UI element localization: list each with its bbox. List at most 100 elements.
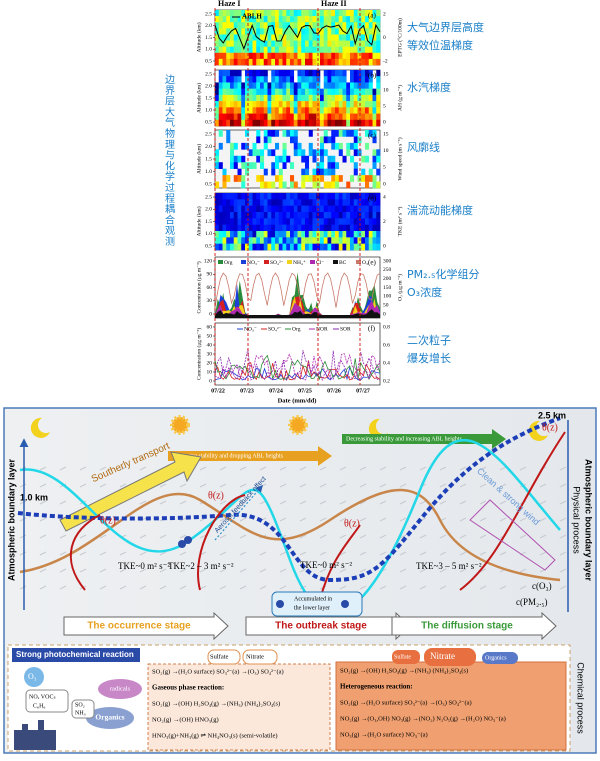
heat-cell — [308, 113, 313, 121]
heat-cell — [376, 224, 381, 232]
y2-tick-label: 0.6 — [383, 342, 390, 348]
heat-cell — [297, 237, 302, 244]
heat-cell — [312, 224, 317, 232]
heat-cell — [233, 34, 238, 41]
heat-cell — [320, 88, 325, 96]
heat-cell — [256, 205, 261, 213]
heat-cell — [338, 142, 343, 150]
heat-cell — [361, 82, 366, 89]
heat-cell — [278, 46, 283, 54]
heat-cell — [376, 168, 381, 176]
photo-box — [12, 648, 140, 662]
heat-cell — [346, 113, 351, 121]
heat-cell — [331, 22, 336, 29]
heat-cell — [301, 107, 306, 114]
heat-cell — [245, 130, 250, 137]
heat-cell — [312, 76, 317, 83]
side-title-char: 测 — [165, 235, 175, 248]
heat-cell — [290, 136, 295, 144]
wind-arrow — [419, 534, 427, 539]
y-label: Altitude (km) — [195, 22, 202, 52]
heat-cell — [327, 76, 332, 83]
heat-cell — [222, 10, 227, 17]
heat-cell — [233, 76, 238, 83]
heat-cell — [297, 149, 302, 157]
precursor: SO₂ — [75, 702, 85, 708]
heat-cell — [275, 199, 280, 206]
wind-arrow — [299, 551, 307, 556]
heat-cell — [290, 107, 295, 114]
heat-cell — [331, 155, 336, 163]
heat-cell — [230, 193, 235, 200]
heat-cell — [327, 231, 332, 238]
organics-label: Organics — [485, 655, 507, 661]
heat-cell — [305, 119, 310, 127]
wind-arrow — [99, 466, 107, 471]
heat-cell — [226, 175, 231, 182]
heat-cell — [245, 46, 250, 54]
heat-cell — [293, 218, 298, 225]
heat-cell — [301, 94, 306, 102]
heat-cell — [260, 94, 265, 102]
heat-cell — [252, 205, 257, 213]
heat-cell — [271, 212, 276, 219]
heat-cell — [353, 136, 358, 144]
wind-arrow — [439, 466, 447, 471]
heat-cell — [357, 94, 362, 102]
heat-cell — [368, 168, 373, 176]
heat-cell — [282, 181, 287, 189]
heat-cell — [230, 142, 235, 150]
heat-cell — [271, 101, 276, 108]
heat-cell — [248, 107, 253, 114]
heat-cell — [353, 88, 358, 96]
wind-arrow — [239, 585, 247, 590]
heat-cell — [297, 46, 302, 54]
heat-cell — [271, 10, 276, 17]
heat-cell — [267, 199, 272, 206]
wind-arrow — [399, 500, 407, 505]
heat-cell — [308, 22, 313, 29]
heat-cell — [260, 52, 265, 60]
heat-cell — [256, 237, 261, 244]
wind-arrow — [219, 534, 227, 539]
heat-cell — [215, 212, 220, 219]
heat-cell — [308, 88, 313, 96]
heat-cell — [290, 70, 295, 77]
heat-cell — [312, 101, 317, 108]
heat-cell — [263, 107, 268, 114]
heat-cell — [290, 224, 295, 232]
heat-cell — [297, 142, 302, 150]
wind-arrow — [39, 568, 47, 573]
heat-cell — [218, 22, 223, 29]
wind-arrow — [39, 551, 47, 556]
wind-arrow — [139, 585, 147, 590]
heat-cell — [282, 52, 287, 60]
heat-cell — [320, 46, 325, 54]
heat-cell — [301, 199, 306, 206]
legend-swatch — [333, 260, 338, 264]
heat-cell — [267, 46, 272, 54]
heat-cell — [256, 212, 261, 219]
heat-cell — [350, 70, 355, 77]
heat-cell — [361, 205, 366, 213]
heat-cell — [256, 175, 261, 182]
heat-cell — [267, 212, 272, 219]
heat-cell — [301, 113, 306, 121]
heat-cell — [357, 224, 362, 232]
heat-cell — [368, 175, 373, 182]
heat-cell — [331, 113, 336, 121]
arrow-label: Increasing stability and dropping ABL he… — [172, 453, 284, 459]
heat-cell — [260, 193, 265, 200]
heat-cell — [342, 16, 347, 23]
heat-cell — [331, 82, 336, 89]
heat-cell — [376, 16, 381, 23]
y2-tick-label: 100 — [383, 294, 392, 300]
heat-cell — [237, 168, 242, 176]
heat-cell — [320, 199, 325, 206]
heat-cell — [245, 168, 250, 176]
heat-cell — [376, 101, 381, 108]
side-title: 边界层大气物理与化学过程耦合观测 — [0, 0, 16, 1]
heat-cell — [338, 193, 343, 200]
y2-label: AH (g m⁻³) — [396, 85, 403, 111]
heat-cell — [335, 224, 340, 232]
